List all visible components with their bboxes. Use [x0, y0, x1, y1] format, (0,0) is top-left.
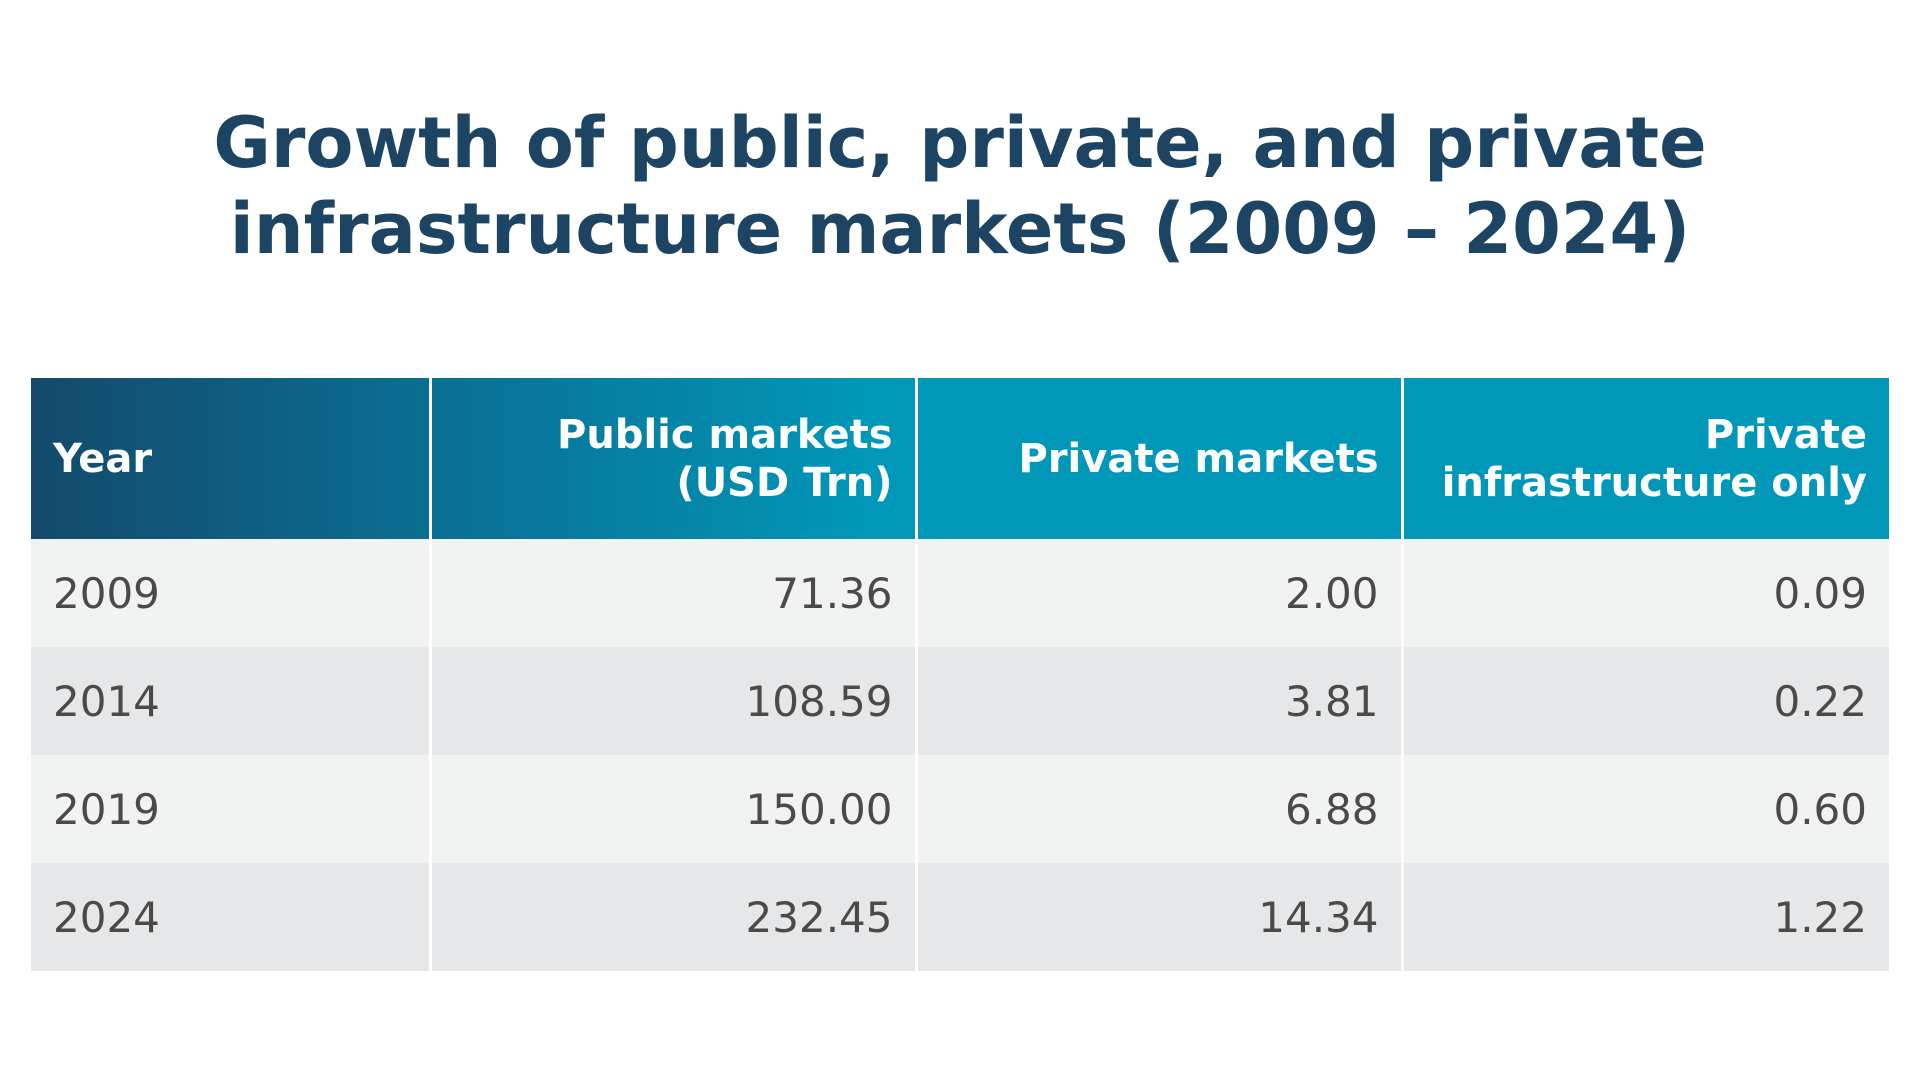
- table-header-row: Year Public markets (USD Trn) Private ma…: [31, 378, 1889, 539]
- markets-table: Year Public markets (USD Trn) Private ma…: [31, 378, 1889, 971]
- cell-private-markets: 2.00: [914, 539, 1402, 647]
- table-row: 2024 232.45 14.34 1.22: [31, 863, 1889, 971]
- cell-private-markets: 3.81: [914, 647, 1402, 755]
- cell-public-markets: 108.59: [428, 647, 916, 755]
- title-line-1: Growth of public, private, and private: [213, 102, 1707, 184]
- header-private-infrastructure: Private infrastructure only: [1400, 378, 1889, 539]
- cell-public-markets: 232.45: [428, 863, 916, 971]
- cell-private-infrastructure: 1.22: [1400, 863, 1889, 971]
- cell-year: 2014: [31, 647, 430, 755]
- cell-year: 2009: [31, 539, 430, 647]
- header-year: Year: [53, 435, 153, 482]
- cell-year: 2019: [31, 755, 430, 863]
- cell-private-markets: 6.88: [914, 755, 1402, 863]
- table-row: 2014 108.59 3.81 0.22: [31, 647, 1889, 755]
- cell-private-infrastructure: 0.22: [1400, 647, 1889, 755]
- page-title: Growth of public, private, and private i…: [0, 100, 1920, 272]
- cell-private-infrastructure: 0.60: [1400, 755, 1889, 863]
- cell-private-markets: 14.34: [914, 863, 1402, 971]
- cell-private-infrastructure: 0.09: [1400, 539, 1889, 647]
- header-public-markets: Public markets (USD Trn): [428, 378, 916, 539]
- cell-public-markets: 150.00: [428, 755, 916, 863]
- title-line-2: infrastructure markets (2009 – 2024): [229, 188, 1691, 270]
- header-private-markets: Private markets: [914, 378, 1402, 539]
- table-row: 2009 71.36 2.00 0.09: [31, 539, 1889, 647]
- cell-year: 2024: [31, 863, 430, 971]
- cell-public-markets: 71.36: [428, 539, 916, 647]
- table-row: 2019 150.00 6.88 0.60: [31, 755, 1889, 863]
